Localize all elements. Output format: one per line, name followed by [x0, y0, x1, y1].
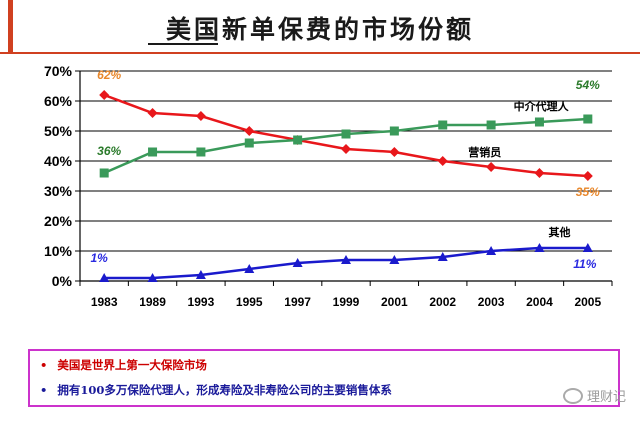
data-point: [437, 156, 448, 166]
page-title: 美国新单保费的市场份额: [165, 15, 474, 44]
data-point: [389, 126, 399, 136]
data-label: 1%: [91, 251, 109, 265]
bullet: •: [40, 358, 48, 372]
data-point: [195, 270, 206, 279]
x-tick-label: 1983: [91, 295, 118, 309]
note-text: 拥有100多万保险代理人，形成寿险及非寿险公司的主要销售体系: [57, 383, 392, 397]
data-point: [196, 147, 206, 157]
data-point: [99, 90, 110, 100]
data-point: [341, 255, 351, 264]
data-point: [99, 168, 109, 178]
y-tick-label: 70%: [44, 63, 73, 79]
data-point: [534, 117, 544, 127]
data-point: [147, 273, 158, 282]
header-rule: [0, 52, 640, 54]
title-underline: [148, 43, 218, 45]
y-tick-label: 40%: [44, 153, 73, 169]
data-point: [195, 111, 206, 121]
series: [99, 90, 593, 282]
data-point: [244, 264, 255, 273]
x-tick-label: 2004: [526, 295, 553, 309]
x-tick-label: 1993: [188, 295, 215, 309]
note-text: 美国是世界上第一大保险市场: [57, 358, 207, 372]
data-point: [293, 135, 303, 145]
x-tick-label: 1997: [284, 295, 311, 309]
x-tick-label: 1989: [139, 295, 166, 309]
series-name-label: 中介代理人: [514, 99, 570, 113]
note-item: • 拥有100多万保险代理人，形成寿险及非寿险公司的主要销售体系: [40, 382, 392, 398]
wechat-icon: [562, 387, 583, 404]
axes: 0% 10% 20% 30% 40% 50% 60% 70% 1983 1989 1993 1995 1…: [44, 63, 613, 309]
data-point: [389, 255, 400, 264]
data-point: [244, 126, 255, 136]
data-point: [341, 129, 351, 139]
data-point: [534, 168, 545, 178]
note-item: • 美国是世界上第一大保险市场: [40, 357, 207, 373]
data-point: [244, 138, 254, 148]
y-tick-label: 30%: [44, 183, 73, 199]
data-label: 62%: [97, 68, 121, 82]
watermark-text: 理财记: [586, 390, 626, 405]
data-point: [437, 252, 448, 261]
data-point: [292, 258, 303, 267]
data-point: [486, 120, 496, 130]
data-point: [147, 108, 158, 118]
bullet: •: [40, 383, 48, 397]
y-tick-label: 10%: [44, 243, 73, 259]
watermark: 理财记: [562, 386, 626, 405]
data-label: 35%: [576, 185, 600, 199]
notes-box: • 美国是世界上第一大保险市场 • 拥有100多万保险代理人，形成寿险及非寿险公司的…: [28, 349, 620, 407]
data-point: [438, 120, 448, 130]
data-point: [486, 246, 497, 255]
series-name-label: 其他: [548, 225, 570, 239]
accent-bar: [8, 0, 13, 52]
x-tick-label: 2003: [478, 295, 505, 309]
data-point: [148, 147, 158, 157]
y-tick-label: 60%: [44, 93, 73, 109]
data-point: [534, 243, 545, 252]
data-label: 54%: [576, 78, 600, 92]
data-point: [341, 144, 351, 154]
data-point: [486, 162, 497, 172]
data-label: 36%: [97, 144, 121, 158]
series-name-label: 营销员: [468, 145, 501, 159]
data-point: [582, 171, 593, 181]
data-point: [389, 147, 400, 157]
x-tick-label: 2005: [574, 295, 601, 309]
y-tick-label: 50%: [44, 123, 73, 139]
x-tick-label: 2001: [381, 295, 408, 309]
market-share-chart: 0% 10% 20% 30% 40% 50% 60% 70% 1983 1989 1993 1995 1…: [44, 63, 613, 309]
x-tick-label: 1995: [236, 295, 263, 309]
y-tick-label: 0%: [52, 273, 73, 289]
data-label: 11%: [573, 257, 596, 271]
data-point: [583, 114, 593, 124]
data-point: [99, 273, 110, 282]
y-tick-label: 20%: [44, 213, 73, 229]
data-point: [582, 243, 593, 252]
x-tick-label: 1999: [333, 295, 360, 309]
x-tick-label: 2002: [429, 295, 456, 309]
